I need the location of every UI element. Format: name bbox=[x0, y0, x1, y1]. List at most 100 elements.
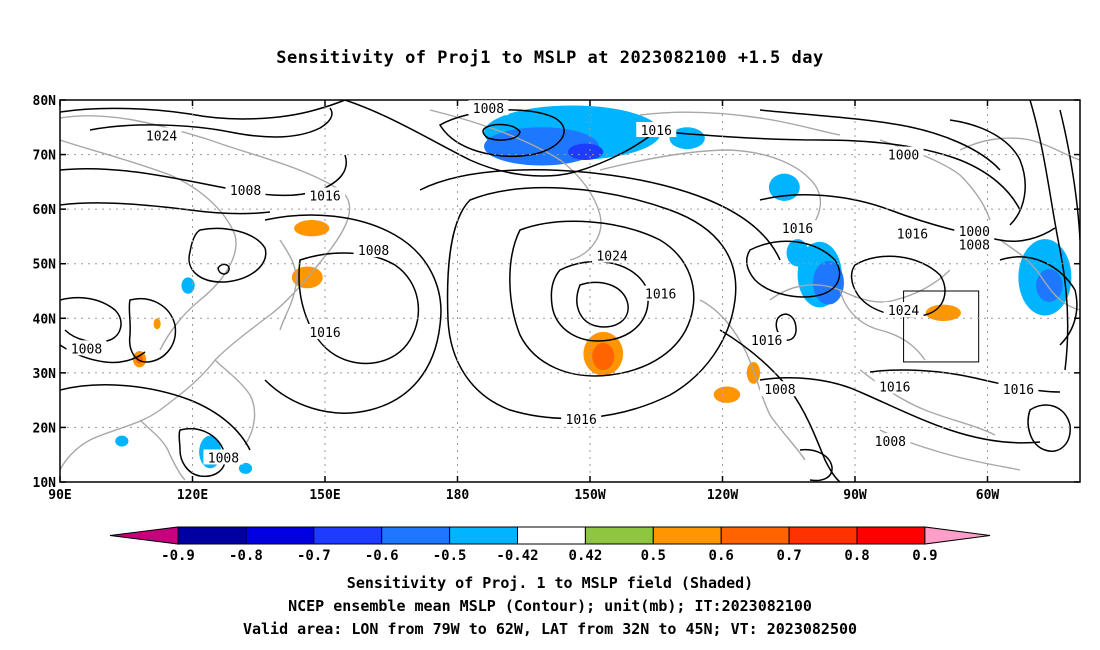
colorbar-label-6: 0.42 bbox=[569, 548, 603, 564]
lon-tick-label-5: 120W bbox=[707, 488, 738, 503]
contour-label-9: 1000 bbox=[959, 225, 990, 240]
contour-label-13: 1024 bbox=[888, 304, 919, 319]
lon-tick-label-4: 150W bbox=[574, 488, 605, 503]
shaded-region-6 bbox=[813, 260, 844, 305]
caption-valid-area: Valid area: LON from 79W to 62W, LAT fro… bbox=[242, 620, 858, 638]
shaded-region-11 bbox=[115, 435, 129, 447]
contour-label-2: 1016 bbox=[641, 124, 672, 139]
contour-label-bg-8 bbox=[892, 225, 933, 241]
contour-label-bg-1 bbox=[141, 127, 182, 143]
lat-tick-label-0: 80N bbox=[33, 94, 57, 109]
contour-label-5: 1016 bbox=[309, 190, 340, 205]
contour-label-14: 1016 bbox=[309, 326, 340, 341]
shaded-region-17 bbox=[592, 342, 615, 371]
contour-label-15: 1008 bbox=[71, 342, 102, 357]
contour-label-bg-18 bbox=[874, 378, 915, 394]
contour-label-bg-20 bbox=[561, 411, 602, 427]
shaded-region-14 bbox=[294, 220, 330, 237]
colorbar-swatch-3 bbox=[381, 526, 451, 545]
contour-label-bg-2 bbox=[636, 122, 677, 138]
lat-tick-label-5: 30N bbox=[33, 367, 57, 382]
gridlines bbox=[60, 100, 1080, 482]
contour-label-bg-0 bbox=[468, 100, 509, 116]
shaded-region-12 bbox=[181, 277, 195, 294]
valid-area-box bbox=[903, 290, 980, 363]
lat-tick-label-2: 60N bbox=[33, 203, 57, 218]
colorbar-label-9: 0.7 bbox=[776, 548, 801, 564]
lon-tick-label-2: 150E bbox=[309, 488, 340, 503]
coastlines bbox=[60, 109, 1080, 481]
colorbar-label-2: -0.7 bbox=[297, 548, 331, 564]
colorbar-swatch-0 bbox=[177, 526, 247, 545]
lon-tick-label-6: 90W bbox=[843, 488, 867, 503]
colorbar-swatch-6 bbox=[584, 526, 654, 545]
colorbar-swatch-7 bbox=[652, 526, 722, 545]
contour-label-20: 1016 bbox=[566, 413, 597, 428]
colorbar: -0.9 -0.8 -0.7 -0.6 -0.5 -0.42 0.42 0.5 0.6 0.7 0.… bbox=[109, 526, 991, 564]
lon-tick-label-7: 60W bbox=[976, 488, 1000, 503]
colorbar-swatch-2 bbox=[313, 526, 383, 545]
shaded-region-4 bbox=[768, 173, 800, 201]
colorbar-swatch-9 bbox=[788, 526, 858, 545]
contour-label-bg-13 bbox=[883, 302, 924, 318]
shaded-region-9 bbox=[1036, 269, 1063, 302]
contour-label-21: 1008 bbox=[875, 435, 906, 450]
lat-tick-label-7: 10N bbox=[33, 476, 57, 491]
caption-shading: Sensitivity of Proj. 1 to MSLP field (Sh… bbox=[346, 574, 754, 592]
contour-label-bg-4 bbox=[225, 182, 266, 198]
caption-contours: NCEP ensemble mean MSLP (Contour); unit(… bbox=[288, 597, 812, 615]
contour-label-bg-15 bbox=[66, 340, 107, 356]
lat-tick-label-4: 40N bbox=[33, 312, 57, 327]
contour-label-bg-11 bbox=[592, 247, 633, 263]
contour-label-4: 1008 bbox=[230, 184, 261, 199]
contour-label-1: 1024 bbox=[146, 129, 177, 144]
page-title: Sensitivity of Proj1 to MSLP at 20230821… bbox=[276, 48, 824, 68]
contour-label-3: 1000 bbox=[888, 149, 919, 164]
contour-label-bg-22 bbox=[203, 449, 244, 465]
shaded-region-13 bbox=[238, 462, 253, 474]
lat-tick-label-1: 70N bbox=[33, 149, 57, 164]
colorbar-label-8: 0.6 bbox=[709, 548, 734, 564]
contour-label-10: 1008 bbox=[959, 239, 990, 254]
colorbar-label-0: -0.9 bbox=[161, 548, 195, 564]
contour-label-bg-3 bbox=[883, 146, 924, 162]
colorbar-swatch-10 bbox=[856, 526, 926, 545]
colorbar-label-7: 0.5 bbox=[641, 548, 666, 564]
colorbar-high-triangle bbox=[924, 526, 991, 545]
lon-tick-label-0: 90E bbox=[48, 488, 71, 503]
shaded-region-23 bbox=[153, 318, 161, 330]
contour-label-11: 1024 bbox=[596, 250, 627, 265]
contour-label-bg-17 bbox=[759, 381, 800, 397]
lon-tick-label-3: 180 bbox=[446, 488, 470, 503]
colorbar-low-triangle bbox=[109, 526, 179, 545]
contour-label-bg-16 bbox=[746, 332, 787, 348]
lon-tick-label-1: 120E bbox=[177, 488, 208, 503]
colorbar-swatch-5 bbox=[517, 526, 586, 545]
contour-label-bg-21 bbox=[870, 433, 911, 449]
contour-label-bg-19 bbox=[998, 381, 1039, 397]
contour-label-0: 1008 bbox=[473, 102, 504, 117]
colorbar-label-5: -0.42 bbox=[496, 548, 538, 564]
colorbar-swatch-1 bbox=[245, 526, 315, 545]
colorbar-label-10: 0.8 bbox=[844, 548, 869, 564]
lat-tick-label-3: 50N bbox=[33, 258, 57, 273]
colorbar-label-11: 0.9 bbox=[912, 548, 937, 564]
colorbar-label-3: -0.6 bbox=[365, 548, 399, 564]
shaded-region-18 bbox=[713, 386, 741, 403]
contour-label-bg-14 bbox=[305, 323, 345, 339]
contour-label-7: 1016 bbox=[782, 222, 813, 237]
colorbar-swatch-8 bbox=[720, 526, 790, 545]
contour-label-bg-12 bbox=[640, 285, 681, 301]
contour-label-22: 1008 bbox=[208, 451, 239, 466]
contour-label-6: 1008 bbox=[358, 244, 389, 259]
shaded-region-20 bbox=[925, 304, 961, 322]
contour-label-18: 1016 bbox=[879, 381, 910, 396]
contour-label-bg-6 bbox=[353, 242, 394, 258]
contour-label-bg-5 bbox=[305, 187, 345, 203]
contour-label-bg-9 bbox=[954, 222, 995, 238]
colorbar-label-1: -0.8 bbox=[229, 548, 263, 564]
contour-label-17: 1008 bbox=[764, 383, 795, 398]
